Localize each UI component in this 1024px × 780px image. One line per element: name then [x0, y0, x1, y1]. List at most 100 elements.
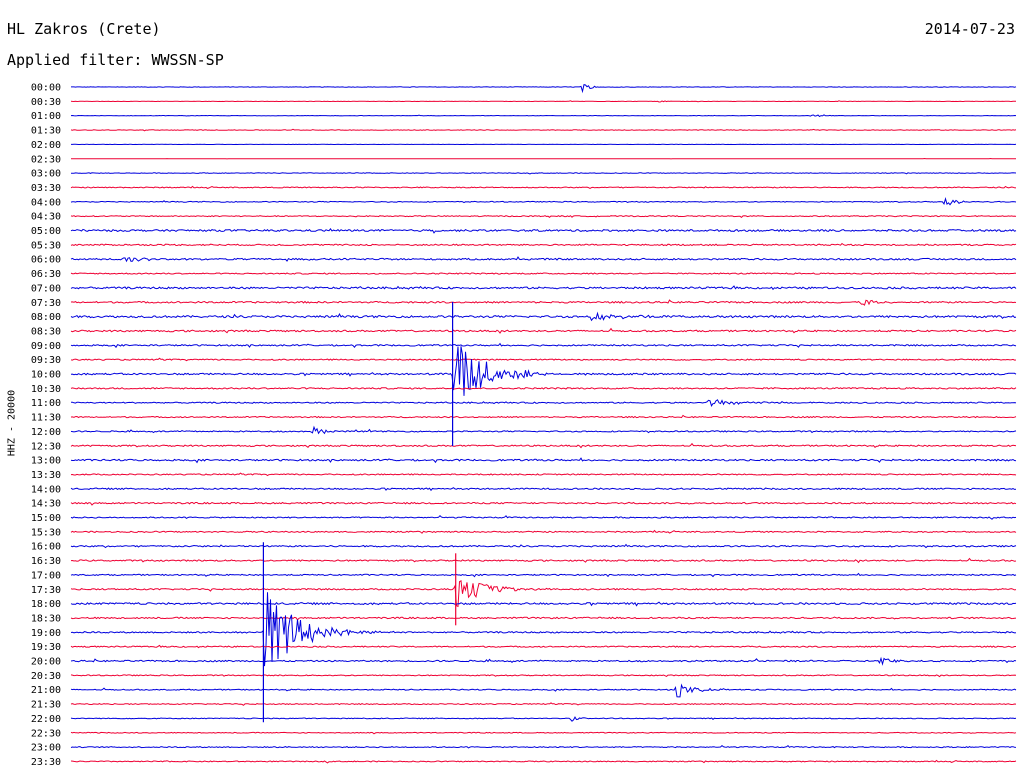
trace-row: [70, 759, 1017, 764]
date-label: 2014-07-23: [924, 20, 1015, 38]
trace-row: [70, 114, 1017, 118]
row-label: 12:00: [31, 427, 61, 438]
trace-row: [70, 387, 1017, 390]
trace-row: [70, 100, 1017, 103]
row-label: 10:30: [31, 384, 61, 395]
trace-row: [70, 242, 1017, 247]
trace-row: [70, 425, 1017, 435]
row-label: 04:30: [31, 212, 61, 223]
row-label: 18:30: [31, 613, 61, 624]
row-label: 01:30: [31, 126, 61, 137]
row-label: 21:30: [31, 700, 61, 711]
trace-row: [70, 215, 1017, 219]
row-label: 17:00: [31, 570, 61, 581]
row-label: 14:00: [31, 484, 61, 495]
trace-row: [70, 514, 1017, 520]
row-label: 20:30: [31, 671, 61, 682]
trace-row: [70, 256, 1017, 263]
trace-row: [70, 346, 1017, 396]
trace-row: [70, 529, 1017, 534]
row-label: 13:30: [31, 470, 61, 481]
trace-row: [70, 442, 1017, 449]
row-label: 23:00: [31, 743, 61, 754]
filter-label: Applied filter: WWSSN-SP: [7, 51, 224, 69]
trace-row: [70, 557, 1017, 564]
row-label: 18:00: [31, 599, 61, 610]
station-title: HL Zakros (Crete): [7, 20, 161, 38]
trace-row: [70, 185, 1017, 189]
row-label: 23:30: [31, 757, 61, 768]
row-label: 14:30: [31, 499, 61, 510]
trace-row: [70, 285, 1017, 291]
row-label-group: 00:00 00:30 01:00 01:30 02:00 02:30 03:00 03:30…: [31, 83, 61, 768]
trace-row: [70, 327, 1017, 334]
trace-row: [70, 457, 1017, 464]
row-label: 06:30: [31, 269, 61, 280]
row-label: 09:00: [31, 341, 61, 352]
trace-row: [71, 83, 1017, 94]
row-label: 20:00: [31, 657, 61, 668]
row-label: 22:00: [31, 714, 61, 725]
row-label: 11:30: [31, 413, 61, 424]
trace-row: [70, 272, 1016, 275]
trace-row: [70, 128, 1017, 132]
trace-row: [70, 731, 1017, 735]
row-label: 10:00: [31, 370, 61, 381]
trace-row: [70, 487, 1017, 492]
trace-row: [71, 399, 1017, 407]
row-label: 03:00: [31, 169, 61, 180]
row-label: 16:00: [31, 542, 61, 553]
trace-row: [70, 299, 1017, 306]
row-label: 01:00: [31, 111, 61, 122]
row-label: 09:30: [31, 355, 61, 366]
trace-row: [70, 656, 1017, 666]
row-label: 19:00: [31, 628, 61, 639]
row-label: 12:30: [31, 441, 61, 452]
trace-row: [70, 357, 1017, 362]
trace-row: [70, 472, 1017, 477]
row-label: 15:00: [31, 513, 61, 524]
row-label: 11:00: [31, 398, 61, 409]
row-label: 04:00: [31, 197, 61, 208]
row-label: 07:30: [31, 298, 61, 309]
trace-row: [70, 579, 1017, 608]
row-label: 05:00: [31, 226, 61, 237]
row-label: 16:30: [31, 556, 61, 567]
row-label: 21:00: [31, 685, 61, 696]
row-label: 06:00: [31, 255, 61, 266]
trace-row: [70, 342, 1017, 349]
row-label: 17:30: [31, 585, 61, 596]
trace-row: [70, 592, 1017, 667]
trace-row: [70, 572, 1017, 578]
row-label: 00:00: [31, 83, 61, 94]
trace-row: [70, 414, 1017, 419]
trace-row: [70, 543, 1017, 549]
row-label: 02:00: [31, 140, 61, 151]
trace-row: [70, 601, 1017, 607]
trace-row: [70, 744, 1017, 749]
trace-group: [70, 83, 1017, 764]
trace-row: [70, 683, 1017, 698]
row-label: 02:30: [31, 154, 61, 165]
trace-row: [70, 172, 1017, 175]
row-label: 15:30: [31, 527, 61, 538]
trace-row: [70, 501, 1017, 506]
trace-row: [70, 227, 1017, 234]
row-label: 05:30: [31, 240, 61, 251]
trace-row: [70, 311, 1017, 322]
row-label: 08:00: [31, 312, 61, 323]
trace-row: [70, 702, 1017, 706]
row-label: 07:00: [31, 283, 61, 294]
trace-row: [70, 616, 1017, 621]
row-label: 00:30: [31, 97, 61, 108]
trace-row: [70, 674, 1017, 678]
trace-row: [70, 196, 1017, 206]
trace-row: [70, 644, 1016, 649]
row-label: 22:30: [31, 728, 61, 739]
row-label: 13:00: [31, 456, 61, 467]
row-label: 03:30: [31, 183, 61, 194]
row-label: 08:30: [31, 326, 61, 337]
row-label: 19:30: [31, 642, 61, 653]
trace-row: [70, 716, 1017, 722]
